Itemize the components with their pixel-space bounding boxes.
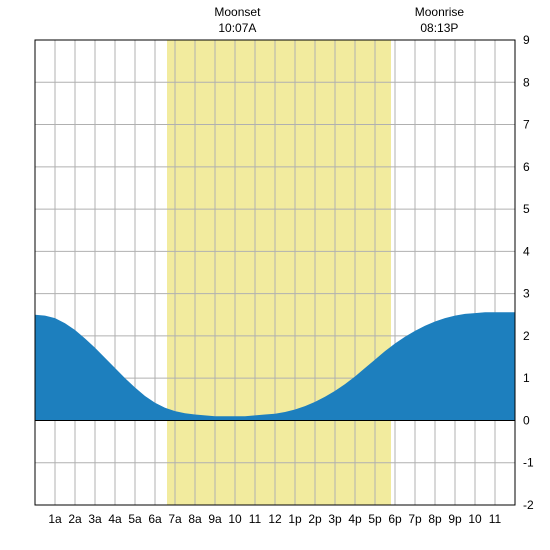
y-tick-label: 9 — [523, 33, 530, 47]
chart-svg: -2-101234567891a2a3a4a5a6a7a8a9a1011121p… — [0, 0, 550, 550]
x-tick-label: 7a — [168, 512, 182, 526]
x-tick-label: 8p — [428, 512, 442, 526]
x-tick-label: 6p — [388, 512, 402, 526]
x-tick-label: 5a — [128, 512, 142, 526]
x-tick-label: 10 — [468, 512, 482, 526]
x-tick-label: 7p — [408, 512, 422, 526]
annotation-label: Moonrise — [415, 5, 465, 19]
y-tick-label: 7 — [523, 118, 530, 132]
y-tick-label: 2 — [523, 329, 530, 343]
x-tick-label: 1a — [48, 512, 62, 526]
annotation-label: Moonset — [214, 5, 261, 19]
x-tick-label: 6a — [148, 512, 162, 526]
x-tick-label: 3a — [88, 512, 102, 526]
y-tick-label: 3 — [523, 287, 530, 301]
x-tick-label: 12 — [268, 512, 282, 526]
x-tick-label: 2a — [68, 512, 82, 526]
daylight-band — [167, 40, 391, 505]
x-tick-label: 9a — [208, 512, 222, 526]
x-tick-label: 4p — [348, 512, 362, 526]
x-tick-label: 4a — [108, 512, 122, 526]
x-tick-label: 3p — [328, 512, 342, 526]
y-tick-label: 1 — [523, 371, 530, 385]
y-tick-label: 4 — [523, 244, 530, 258]
x-tick-label: 5p — [368, 512, 382, 526]
x-tick-label: 11 — [249, 512, 262, 526]
y-tick-label: -1 — [523, 456, 534, 470]
x-tick-label: 2p — [308, 512, 322, 526]
x-tick-label: 9p — [448, 512, 462, 526]
y-tick-label: 8 — [523, 75, 530, 89]
x-tick-label: 1p — [288, 512, 302, 526]
tide-chart: -2-101234567891a2a3a4a5a6a7a8a9a1011121p… — [0, 0, 550, 550]
y-tick-label: -2 — [523, 498, 534, 512]
annotation-time: 10:07A — [218, 21, 256, 35]
annotation-time: 08:13P — [420, 21, 458, 35]
x-tick-label: 11 — [489, 512, 502, 526]
y-tick-label: 6 — [523, 160, 530, 174]
y-tick-label: 5 — [523, 202, 530, 216]
y-tick-label: 0 — [523, 413, 530, 427]
x-tick-label: 10 — [228, 512, 242, 526]
x-tick-label: 8a — [188, 512, 202, 526]
